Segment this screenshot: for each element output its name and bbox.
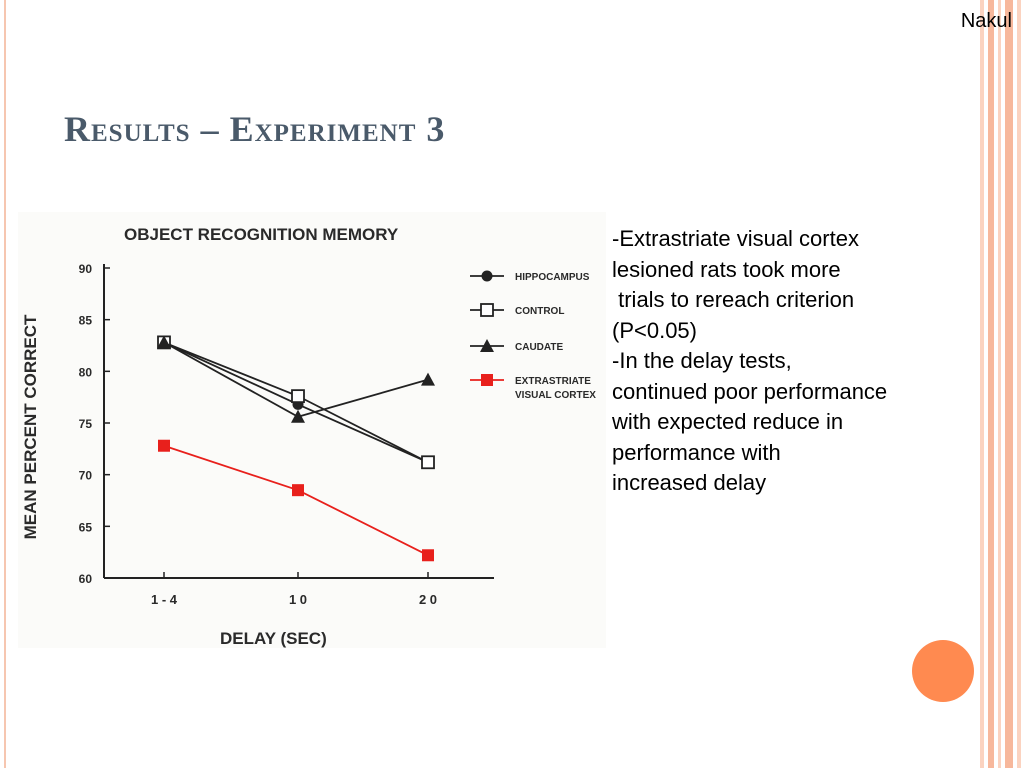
legend-label: CONTROL (515, 306, 564, 317)
legend-marker (480, 303, 494, 317)
data-point (157, 335, 171, 349)
data-point (291, 389, 305, 404)
legend-label: CAUDATE (515, 342, 563, 353)
author-label: Nakul (960, 10, 1012, 32)
series-line (163, 444, 429, 557)
notes-line: -Extrastriate visual cortex (612, 226, 859, 251)
y-tick-label: 90 (79, 262, 93, 276)
notes-line: (P<0.05) (612, 317, 697, 343)
data-point (292, 484, 304, 497)
data-point (422, 549, 434, 562)
notes-line: performance with (612, 439, 781, 465)
data-point (421, 455, 435, 470)
legend-label: EXTRASTRIATE VISUAL CORTEX (515, 376, 596, 401)
notes-line: with expected reduce in (612, 409, 844, 434)
y-tick-label: 65 (79, 520, 93, 534)
legend-marker (481, 374, 493, 386)
notes-line: lesioned rats took more (612, 256, 841, 282)
x-tick-label: 1 0 (289, 592, 307, 607)
y-axis-label: MEAN PERCENT CORRECT (21, 314, 40, 539)
legend-marker (481, 270, 493, 282)
right-decorative-stripes (980, 0, 1024, 768)
notes-line: increased delay (612, 470, 767, 495)
notes-line: -In the delay tests, (612, 348, 792, 373)
notes-line: trials to rereach criterion (612, 287, 855, 312)
y-tick-label: 75 (79, 417, 93, 431)
line-chart: OBJECT RECOGNITION MEMORY MEAN PERCENT C… (21, 225, 596, 648)
data-point (158, 439, 170, 452)
notes-line: continued poor performance (612, 378, 888, 404)
y-tick-label: 60 (79, 572, 93, 586)
x-axis-label: DELAY (SEC) (220, 629, 327, 648)
x-tick-label: 1 - 4 (151, 592, 178, 607)
chart-title: OBJECT RECOGNITION MEMORY (124, 225, 399, 244)
notes-text-block: -Extrastriate visual cortex lesioned rats… (612, 224, 952, 499)
slide-title: Results – Experiment 3 (64, 109, 446, 149)
y-tick-label: 85 (79, 314, 93, 328)
chart-panel: OBJECT RECOGNITION MEMORY MEAN PERCENT C… (18, 212, 606, 648)
decorative-orange-circle (912, 640, 974, 702)
y-tick-label: 80 (79, 365, 93, 379)
legend-marker (480, 339, 494, 352)
x-tick-label: 2 0 (419, 592, 437, 607)
data-point (421, 372, 435, 386)
legend-label: HIPPOCAMPUS (515, 272, 590, 283)
data-point (291, 409, 305, 423)
left-border-line (4, 0, 6, 768)
y-tick-label: 70 (79, 469, 93, 483)
